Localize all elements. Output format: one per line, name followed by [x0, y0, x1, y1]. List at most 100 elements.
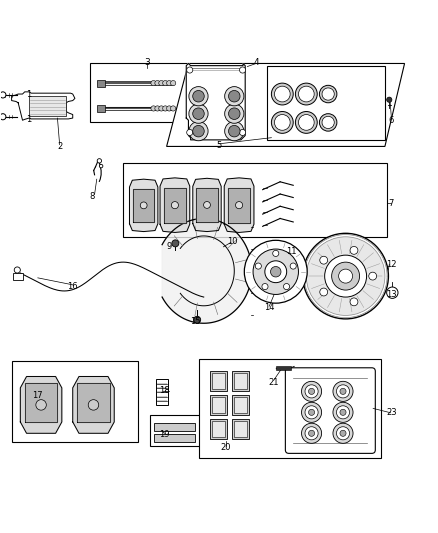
Circle shape [350, 298, 358, 306]
Circle shape [308, 389, 314, 394]
Bar [232, 395, 249, 415]
Circle shape [193, 108, 204, 119]
Circle shape [193, 91, 204, 102]
Circle shape [187, 130, 193, 135]
Bar [150, 415, 200, 446]
Circle shape [170, 80, 176, 86]
Circle shape [320, 256, 328, 264]
Polygon shape [25, 383, 57, 422]
Text: 11: 11 [286, 247, 296, 256]
Text: 4: 4 [253, 58, 259, 67]
Circle shape [229, 91, 240, 102]
Circle shape [308, 409, 314, 415]
Circle shape [340, 389, 346, 394]
Bar [154, 434, 194, 442]
Bar [97, 105, 105, 112]
Bar [234, 374, 247, 389]
Circle shape [306, 237, 385, 316]
Circle shape [225, 87, 244, 106]
Circle shape [0, 92, 6, 98]
Bar [97, 79, 105, 87]
Bar [155, 379, 168, 405]
Circle shape [151, 80, 156, 86]
Circle shape [290, 263, 296, 269]
Circle shape [240, 130, 246, 135]
Text: 9: 9 [166, 243, 171, 252]
Bar [234, 422, 247, 437]
FancyBboxPatch shape [286, 368, 375, 454]
Bar [212, 422, 225, 437]
Circle shape [273, 251, 279, 256]
Polygon shape [166, 63, 405, 147]
Circle shape [194, 316, 201, 323]
Bar [210, 372, 227, 391]
Circle shape [159, 80, 164, 86]
Text: 1: 1 [26, 115, 32, 124]
Circle shape [14, 267, 20, 273]
Circle shape [187, 67, 193, 73]
Circle shape [340, 409, 346, 415]
Polygon shape [90, 63, 188, 123]
Text: 19: 19 [159, 430, 170, 439]
Circle shape [97, 159, 102, 163]
Bar [12, 361, 138, 442]
Text: 1: 1 [26, 91, 32, 100]
Circle shape [265, 261, 287, 282]
Bar [29, 96, 66, 116]
Text: 2: 2 [57, 142, 62, 151]
Polygon shape [20, 376, 62, 433]
Text: 17: 17 [32, 391, 43, 400]
Circle shape [336, 427, 350, 440]
Circle shape [253, 249, 298, 294]
Circle shape [155, 80, 160, 86]
Circle shape [295, 83, 317, 105]
Polygon shape [123, 163, 387, 237]
Circle shape [336, 385, 350, 398]
Circle shape [298, 86, 314, 102]
Polygon shape [164, 188, 186, 223]
Text: 23: 23 [386, 408, 397, 417]
Circle shape [240, 67, 246, 73]
Bar [232, 372, 249, 391]
Circle shape [166, 106, 172, 111]
Circle shape [189, 122, 208, 141]
Circle shape [275, 86, 290, 102]
Circle shape [308, 430, 314, 437]
Circle shape [88, 400, 99, 410]
Circle shape [387, 97, 392, 102]
Circle shape [369, 272, 377, 280]
Text: 10: 10 [227, 237, 237, 246]
Circle shape [275, 115, 290, 130]
Bar [210, 419, 227, 439]
Circle shape [204, 201, 210, 208]
Circle shape [325, 255, 367, 297]
Polygon shape [196, 188, 218, 222]
Circle shape [322, 116, 334, 128]
Circle shape [319, 114, 337, 131]
Text: 21: 21 [268, 378, 279, 387]
Text: 12: 12 [386, 260, 397, 269]
Circle shape [332, 262, 360, 290]
Circle shape [333, 381, 353, 401]
Circle shape [262, 284, 268, 289]
Circle shape [162, 80, 168, 86]
Polygon shape [133, 189, 155, 222]
Circle shape [271, 266, 281, 277]
Polygon shape [162, 219, 252, 323]
Circle shape [229, 125, 240, 137]
Bar [234, 398, 247, 413]
Polygon shape [77, 383, 110, 422]
Bar [212, 398, 225, 413]
Circle shape [336, 406, 350, 419]
Text: 20: 20 [220, 443, 231, 452]
Text: 16: 16 [67, 281, 78, 290]
Circle shape [255, 263, 261, 269]
Text: 14: 14 [264, 303, 275, 312]
Circle shape [0, 114, 6, 120]
Circle shape [36, 400, 46, 410]
Bar [212, 374, 225, 389]
Circle shape [225, 104, 244, 123]
Circle shape [236, 201, 243, 209]
Circle shape [301, 423, 321, 443]
Circle shape [322, 88, 334, 100]
